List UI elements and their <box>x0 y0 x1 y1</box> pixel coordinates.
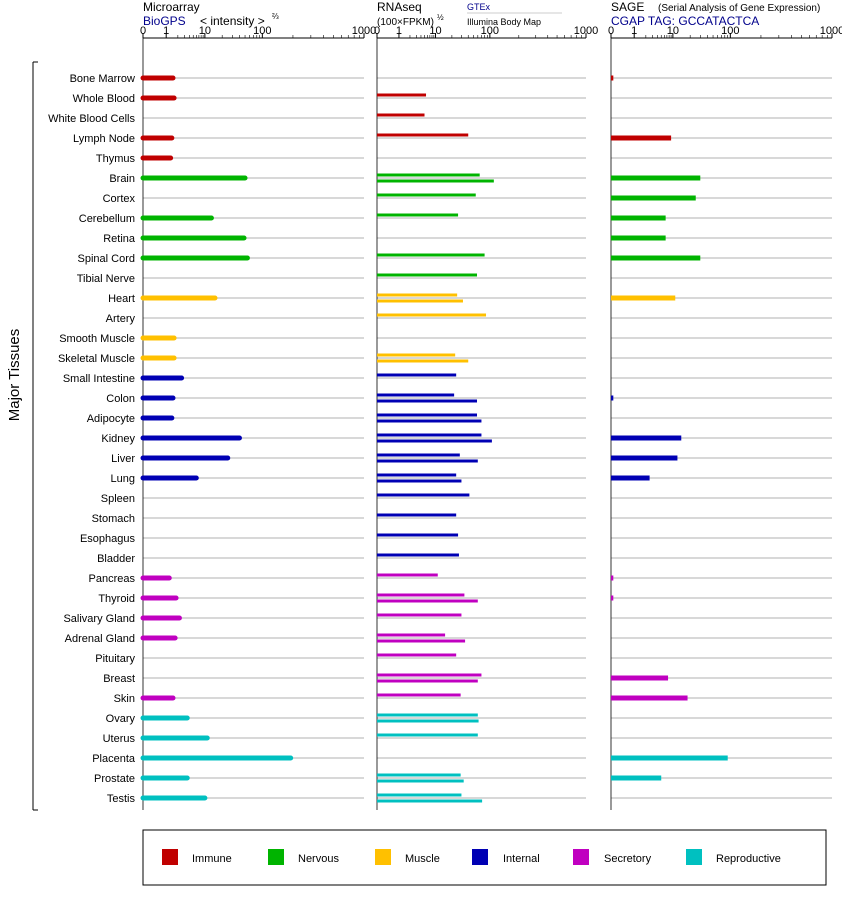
tissue-label: Uterus <box>103 733 136 745</box>
tissue-label: Heart <box>108 293 135 305</box>
legend-swatch <box>686 849 702 865</box>
x-tick-label: 0 <box>608 25 614 37</box>
tissue-label: Brain <box>109 173 135 185</box>
x-tick-label: 1000 <box>574 25 598 37</box>
panel-title: SAGE <box>611 0 644 14</box>
tissue-label: Colon <box>106 393 135 405</box>
tissue-label: Thyroid <box>98 593 135 605</box>
tissue-label: Ovary <box>106 713 136 725</box>
tissue-label: Pancreas <box>89 573 136 585</box>
tissue-label: Pituitary <box>95 653 135 665</box>
x-tick-label: 10 <box>667 25 679 37</box>
tissue-label: Skeletal Muscle <box>58 353 135 365</box>
x-tick-label: 0 <box>140 25 146 37</box>
tissue-label: Stomach <box>92 513 135 525</box>
legend-swatch <box>472 849 488 865</box>
legend-swatch <box>375 849 391 865</box>
tissue-label: Testis <box>107 793 136 805</box>
x-tick-label: 10 <box>199 25 211 37</box>
legend-label: Secretory <box>604 853 652 865</box>
tissue-label: Small Intestine <box>63 373 135 385</box>
x-tick-label: 100 <box>481 25 499 37</box>
panel-unit-exponent: ⅔ <box>272 12 279 21</box>
tissue-label: Liver <box>111 453 135 465</box>
panel-unit-exponent: ½ <box>437 13 444 22</box>
tissue-label: Salivary Gland <box>63 613 135 625</box>
x-tick-label: 1 <box>631 25 637 37</box>
x-tick-label: 10 <box>429 25 441 37</box>
legend-label: Muscle <box>405 853 440 865</box>
legend-label: Reproductive <box>716 853 781 865</box>
tissue-label: Adrenal Gland <box>65 633 135 645</box>
tissue-label: Lymph Node <box>73 133 135 145</box>
tissue-label: Skin <box>114 693 135 705</box>
tissue-label: Artery <box>106 313 136 325</box>
source-gtex: GTEx <box>467 2 491 12</box>
tissue-label: Thymus <box>96 153 136 165</box>
panel-title: RNAseq <box>377 0 422 14</box>
panel-subtitle-note: (Serial Analysis of Gene Expression) <box>658 3 820 14</box>
panel-title: Microarray <box>143 0 200 14</box>
x-tick-label: 1 <box>396 25 402 37</box>
legend-swatch <box>162 849 178 865</box>
tissue-label: Lung <box>111 473 135 485</box>
tissue-label: Whole Blood <box>73 93 135 105</box>
panel-unit: (100×FPKM) <box>377 17 434 28</box>
tissue-label: Esophagus <box>80 533 136 545</box>
tissue-label: Placenta <box>92 753 136 765</box>
tissue-label: Bladder <box>97 553 135 565</box>
tissue-label: Breast <box>103 673 135 685</box>
tissue-label: Spinal Cord <box>78 253 135 265</box>
tissue-label: Spleen <box>101 493 135 505</box>
tissue-label: Smooth Muscle <box>59 333 135 345</box>
tissue-label: Retina <box>103 233 136 245</box>
y-axis-label: Major Tissues <box>6 329 23 422</box>
tissue-label: Prostate <box>94 773 135 785</box>
legend-label: Nervous <box>298 853 339 865</box>
tissue-label: Tibial Nerve <box>77 273 135 285</box>
source-bodymap: Illumina Body Map <box>467 17 541 27</box>
x-tick-label: 100 <box>721 25 739 37</box>
panel-subtitle: BioGPS <box>143 14 186 28</box>
tissue-label: Cortex <box>103 193 136 205</box>
tissue-label: White Blood Cells <box>48 113 135 125</box>
tissue-label: Adipocyte <box>87 413 135 425</box>
x-tick-label: 0 <box>374 25 380 37</box>
legend-label: Internal <box>503 853 540 865</box>
x-tick-label: 100 <box>253 25 271 37</box>
x-tick-label: 1000 <box>820 25 842 37</box>
tissue-label: Bone Marrow <box>70 73 135 85</box>
tissue-label: Kidney <box>101 433 135 445</box>
x-tick-label: 1000 <box>352 25 376 37</box>
panel-subtitle: CGAP TAG: GCCATACTCA <box>611 14 759 28</box>
legend-label: Immune <box>192 853 232 865</box>
x-tick-label: 1 <box>163 25 169 37</box>
legend-swatch <box>573 849 589 865</box>
legend-swatch <box>268 849 284 865</box>
panel-unit: < intensity > <box>200 14 265 28</box>
tissue-label: Cerebellum <box>79 213 135 225</box>
